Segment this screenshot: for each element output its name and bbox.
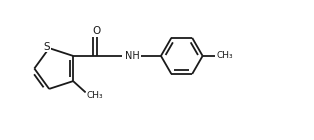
Text: CH₃: CH₃ <box>87 91 103 100</box>
Text: NH: NH <box>125 51 140 61</box>
Text: O: O <box>93 26 101 36</box>
Text: S: S <box>44 42 50 52</box>
Text: CH₃: CH₃ <box>216 51 233 60</box>
